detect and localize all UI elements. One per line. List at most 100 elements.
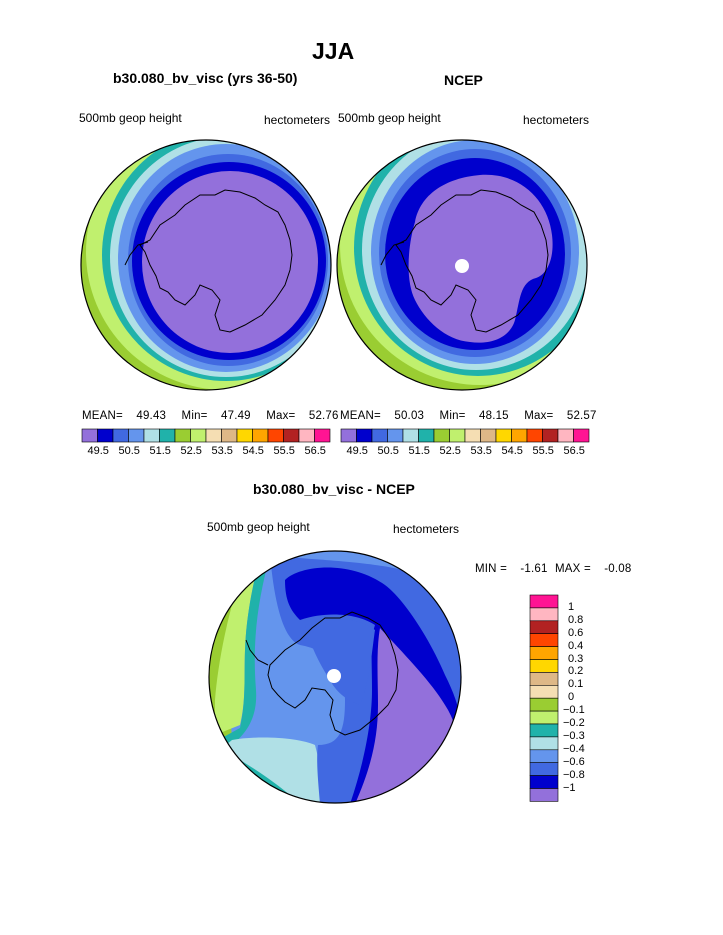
- panel3-colorbar-tick: 0: [568, 691, 575, 704]
- panel3-colorbar-tick: 1: [568, 600, 575, 613]
- panel3-max-label: MAX =: [555, 563, 591, 575]
- panel3-colorbar-box-6: [529, 672, 559, 686]
- panel1-colorbar-box-15: [314, 428, 331, 443]
- panel3-colorbar-tick: −0.3: [563, 729, 585, 742]
- panel3-colorbar-tick: 0.3: [568, 652, 584, 665]
- panel3-colorbar-tick: −1: [563, 781, 576, 794]
- panel3-colorbar-tick: −0.2: [563, 717, 585, 729]
- panel3-min-label: MIN =: [475, 563, 507, 575]
- panel2-max-value: 52.57: [566, 410, 597, 422]
- panel3-colorbar-box-12: [529, 749, 559, 763]
- panel3-map-border: [208, 550, 462, 804]
- panel2-contour-field: [337, 140, 587, 390]
- panel3-band--0.3-west: [218, 551, 270, 745]
- panel3-colorbar-box-11: [529, 736, 559, 751]
- panel3-colorbar-box-4: [529, 646, 559, 660]
- panel3-colorbar-tick: 0.2: [568, 665, 584, 678]
- panel3-title: b30.080_bv_visc - NCEP: [253, 481, 415, 497]
- panel3-colorbar-box-13: [529, 762, 559, 776]
- panel2-min-value: 48.15: [479, 410, 509, 422]
- panel1-contour-field: [81, 140, 331, 390]
- panel2-colorbar-tick: 52.5: [439, 445, 461, 457]
- panel1-antarctic-peninsula: [124, 241, 149, 266]
- panel1-min-label: Min=: [181, 410, 208, 422]
- panel3-colorbar-tick: 0.1: [568, 678, 584, 691]
- panel1-mean-value: 49.43: [136, 410, 167, 422]
- panel1-left-label: 500mb geop height: [79, 111, 182, 125]
- panel2-pole-mask: [455, 259, 469, 273]
- panel3-pole-mask: [327, 669, 341, 683]
- panel2-left-label: 500mb geop height: [338, 111, 441, 125]
- panel3-colorbar-box-8: [529, 697, 559, 712]
- panel3-colorbar-box-1: [529, 607, 559, 622]
- panel2-stats: MEAN= 50.03 Min= 48.15 Max= 52.57: [340, 410, 597, 422]
- panel1-min-value: 47.49: [221, 410, 251, 422]
- panel3-antarctic-peninsula: [245, 639, 269, 666]
- panel2-colorbar-box-15: [573, 428, 590, 443]
- panel3-min-value: -1.61: [520, 563, 548, 575]
- panel1-map-border: [80, 139, 332, 391]
- panel3-right-label: hectometers: [393, 522, 460, 536]
- panel3-left-label: 500mb geop height: [207, 520, 310, 534]
- panel3-colorbar-tick: −0.8: [563, 768, 585, 781]
- panel2-title: NCEP: [444, 72, 483, 88]
- panel3-colorbar-tick: −0.1: [563, 704, 585, 717]
- panel1-stats: MEAN= 49.43 Min= 47.49 Max= 52.76: [82, 410, 339, 422]
- panel2-max-label: Max=: [524, 410, 554, 422]
- panel1-colorbar-tick: 51.5: [149, 445, 171, 457]
- panel1-colorbar-tick: 50.5: [118, 445, 140, 457]
- panel1-band-lt-49.5: [142, 171, 318, 353]
- panel2-map-border: [336, 139, 588, 391]
- panel1-max-value: 52.76: [308, 410, 339, 422]
- panel2-antarctic-peninsula: [380, 241, 405, 266]
- panel3-colorbar-tick: 0.4: [568, 639, 584, 652]
- panel3-colorbar-box-9: [529, 710, 559, 725]
- panel1-colorbar-tick: 56.5: [304, 445, 326, 457]
- panel2-colorbar-tick: 54.5: [501, 445, 523, 457]
- panel1-colorbar-tick: 54.5: [242, 445, 264, 457]
- panel3-colorbar-tick: −0.4: [563, 742, 585, 755]
- panel1-title: b30.080_bv_visc (yrs 36-50): [113, 70, 298, 86]
- panel3-band--0.2: [215, 551, 262, 735]
- panel2-colorbar-tick: 53.5: [470, 445, 492, 457]
- panel3-colorbar-tick: 0.6: [568, 626, 584, 639]
- panel3-colorbar-box-2: [529, 620, 559, 634]
- panel1-mean-label: MEAN=: [82, 410, 123, 422]
- panel2-mean-label: MEAN=: [340, 410, 381, 422]
- panel3-colorbar-tick: 0.8: [568, 613, 584, 626]
- panel3-antarctica-coastline: [267, 611, 399, 736]
- panel3-band--0.6-inner: [305, 618, 375, 705]
- panel2-right-label: hectometers: [523, 113, 590, 127]
- panel3-colorbar-box-3: [529, 633, 559, 647]
- panel1-colorbar-tick: 52.5: [180, 445, 202, 457]
- panel2-colorbar-tick: 49.5: [346, 445, 368, 457]
- panel1-antarctica-coastline: [139, 189, 293, 333]
- page-title: JJA: [312, 38, 355, 64]
- panel3-colorbar-box-15: [529, 788, 559, 802]
- panel1-colorbar-tick: 55.5: [273, 445, 295, 457]
- panel2-min-label: Min=: [439, 410, 466, 422]
- panel2-colorbar-tick: 50.5: [377, 445, 399, 457]
- panel3-colorbar-box-10: [529, 723, 559, 738]
- panel2-colorbar-tick: 56.5: [563, 445, 585, 457]
- panel1-right-label: hectometers: [264, 113, 331, 127]
- panel3-max-value: -0.08: [604, 563, 632, 575]
- panel1-colorbar-tick: 49.5: [87, 445, 109, 457]
- panel3-colorbar-box-5: [529, 659, 559, 673]
- panel3-colorbar-box-7: [529, 684, 559, 699]
- panel1-colorbar-tick: 53.5: [211, 445, 233, 457]
- panel1-max-label: Max=: [266, 410, 296, 422]
- panel2-antarctica-coastline: [395, 189, 549, 333]
- panel2-band-lt-49.5: [408, 174, 553, 343]
- panel3-colorbar-box-14: [529, 775, 559, 789]
- panel3-stats: MIN = -1.61 MAX = -0.08: [475, 563, 632, 575]
- panel2-mean-value: 50.03: [394, 410, 425, 422]
- panel2-colorbar-tick: 51.5: [408, 445, 430, 457]
- panel3-colorbar-tick: −0.6: [563, 755, 585, 768]
